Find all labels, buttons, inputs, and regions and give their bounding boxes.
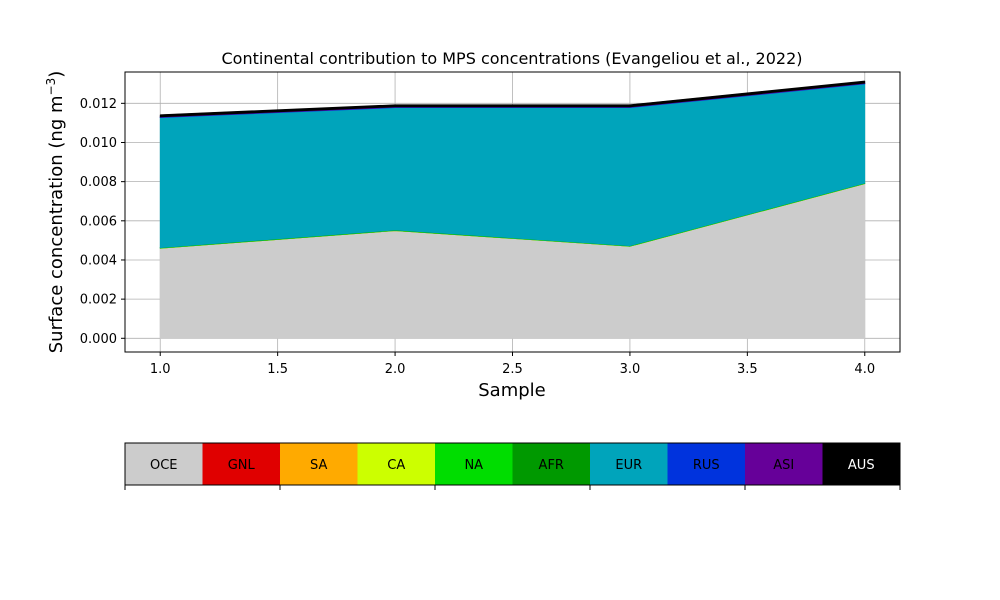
y-tick-label: 0.008 bbox=[80, 175, 117, 190]
x-axis-label: Sample bbox=[478, 380, 546, 401]
legend-swatch-gnl bbox=[202, 443, 280, 485]
x-tick-layer: 1.0 1.5 2.0 2.5 3.0 3.5 4.0 bbox=[150, 352, 875, 377]
area-layer bbox=[159, 80, 866, 339]
y-tick-label: 0.010 bbox=[80, 136, 117, 151]
legend-label-rus: RUS bbox=[693, 458, 720, 473]
legend-swatch-aus bbox=[822, 443, 900, 485]
legend-swatch-asi bbox=[745, 443, 823, 485]
x-tick-label: 3.0 bbox=[620, 362, 641, 377]
legend-label-asi: ASI bbox=[773, 458, 794, 473]
legend-swatch-ca bbox=[357, 443, 435, 485]
y-tick-label: 0.012 bbox=[80, 97, 117, 112]
x-tick-label: 1.0 bbox=[150, 362, 171, 377]
x-tick-label: 2.0 bbox=[385, 362, 406, 377]
stack-top-line bbox=[160, 80, 865, 116]
x-tick-label: 4.0 bbox=[854, 362, 875, 377]
legend-frame bbox=[124, 442, 901, 486]
y-tick-layer: 0.000 0.002 0.004 0.006 0.008 0.010 0.012 bbox=[80, 97, 125, 347]
legend-swatch-eur bbox=[590, 443, 668, 485]
legend-label-na: NA bbox=[464, 458, 483, 473]
legend-swatch-afr bbox=[512, 443, 590, 485]
legend-swatch-rus bbox=[667, 443, 745, 485]
legend-label-aus: AUS bbox=[848, 458, 875, 473]
legend-swatch-sa bbox=[280, 443, 358, 485]
y-axis-label-main: Surface concentration (ng m bbox=[46, 95, 67, 353]
y-tick-label: 0.000 bbox=[80, 332, 117, 347]
chart-title: Continental contribution to MPS concentr… bbox=[221, 49, 802, 68]
legend-label-oce: OCE bbox=[150, 458, 178, 473]
legend-label-gnl: GNL bbox=[228, 458, 256, 473]
legend-swatch-oce bbox=[125, 443, 203, 485]
y-tick-label: 0.004 bbox=[80, 253, 117, 268]
y-axis-label-close: ) bbox=[46, 71, 67, 78]
legend-label-sa: SA bbox=[310, 458, 327, 473]
legend-swatch-na bbox=[435, 443, 513, 485]
x-tick-label: 3.5 bbox=[737, 362, 758, 377]
legend-label-afr: AFR bbox=[539, 458, 564, 473]
y-tick-label: 0.006 bbox=[80, 214, 117, 229]
y-axis-label-exponent: −3 bbox=[44, 78, 58, 96]
x-tick-label: 2.5 bbox=[502, 362, 523, 377]
legend-label-ca: CA bbox=[387, 458, 405, 473]
x-tick-label: 1.5 bbox=[267, 362, 288, 377]
legend-label-eur: EUR bbox=[615, 458, 642, 473]
line-layer bbox=[160, 80, 865, 116]
y-axis-label: Surface concentration (ng m−3) bbox=[44, 71, 67, 354]
legend-colorbar: OCE GNL SA CA NA AFR EUR RUS ASI AUS bbox=[124, 442, 901, 490]
y-tick-label: 0.002 bbox=[80, 293, 117, 308]
